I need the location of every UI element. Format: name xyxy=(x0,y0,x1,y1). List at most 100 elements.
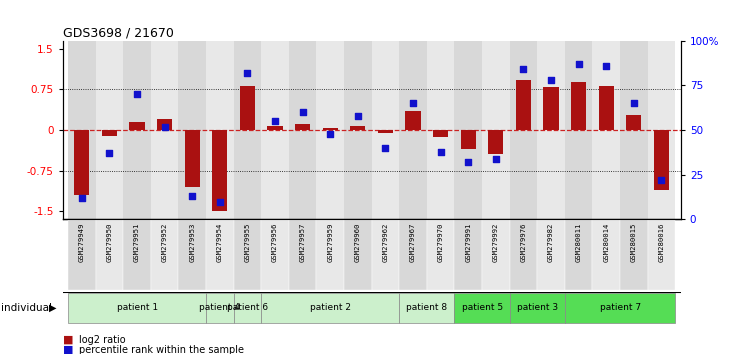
Bar xyxy=(565,293,676,323)
Text: GSM279959: GSM279959 xyxy=(328,223,333,262)
Bar xyxy=(482,219,510,290)
Bar xyxy=(509,219,537,290)
Bar xyxy=(399,41,427,219)
Bar xyxy=(344,219,372,290)
Point xyxy=(435,149,447,154)
Bar xyxy=(185,130,200,187)
Bar xyxy=(322,128,338,130)
Bar xyxy=(461,130,476,149)
Point xyxy=(601,63,612,69)
Bar xyxy=(565,41,592,219)
Point xyxy=(573,61,584,67)
Point xyxy=(380,145,392,151)
Bar xyxy=(455,293,509,323)
Bar xyxy=(234,41,261,219)
Bar xyxy=(516,80,531,130)
Point xyxy=(186,193,198,199)
Bar xyxy=(234,219,261,290)
Point xyxy=(325,131,336,137)
Point xyxy=(545,77,557,83)
Bar xyxy=(124,41,151,219)
Text: patient 7: patient 7 xyxy=(600,303,640,313)
Text: individual: individual xyxy=(1,303,52,313)
Bar xyxy=(648,219,676,290)
Point xyxy=(214,199,226,204)
Bar xyxy=(626,115,642,130)
Text: GSM279991: GSM279991 xyxy=(465,223,471,262)
Text: ▶: ▶ xyxy=(49,303,57,313)
Point xyxy=(407,101,419,106)
Text: patient 4: patient 4 xyxy=(199,303,241,313)
Bar xyxy=(565,219,592,290)
Bar xyxy=(543,87,559,130)
Bar xyxy=(212,130,227,211)
Point xyxy=(131,91,143,97)
Point xyxy=(269,118,281,124)
Bar xyxy=(427,219,455,290)
Bar xyxy=(157,119,172,130)
Bar xyxy=(151,41,178,219)
Point xyxy=(159,124,171,129)
Text: GSM279954: GSM279954 xyxy=(217,223,223,262)
Bar xyxy=(289,219,316,290)
Text: GSM279960: GSM279960 xyxy=(355,223,361,262)
Bar xyxy=(455,219,482,290)
Text: GSM279992: GSM279992 xyxy=(493,223,499,262)
Bar xyxy=(482,41,510,219)
Bar xyxy=(130,122,145,130)
Text: patient 8: patient 8 xyxy=(406,303,447,313)
Text: ■: ■ xyxy=(63,335,73,345)
Text: percentile rank within the sample: percentile rank within the sample xyxy=(79,345,244,354)
Bar xyxy=(344,41,372,219)
Point xyxy=(490,156,502,161)
Text: GSM280014: GSM280014 xyxy=(604,223,609,262)
Bar xyxy=(620,41,648,219)
Point xyxy=(104,150,116,156)
Bar xyxy=(571,82,587,130)
Text: GSM279950: GSM279950 xyxy=(107,223,113,262)
Text: GSM279953: GSM279953 xyxy=(189,223,195,262)
Bar xyxy=(509,41,537,219)
Bar xyxy=(68,41,96,219)
Bar xyxy=(261,41,289,219)
Text: patient 6: patient 6 xyxy=(227,303,268,313)
Text: GSM279982: GSM279982 xyxy=(548,223,554,262)
Bar xyxy=(234,293,261,323)
Text: patient 1: patient 1 xyxy=(116,303,158,313)
Text: GSM280015: GSM280015 xyxy=(631,223,637,262)
Bar xyxy=(399,219,427,290)
Bar xyxy=(267,126,283,130)
Bar xyxy=(206,219,233,290)
Bar xyxy=(179,219,206,290)
Bar xyxy=(179,41,206,219)
Bar xyxy=(654,130,669,190)
Point xyxy=(628,101,640,106)
Text: GSM279957: GSM279957 xyxy=(300,223,305,262)
Text: patient 3: patient 3 xyxy=(517,303,558,313)
Point xyxy=(517,67,529,72)
Text: patient 5: patient 5 xyxy=(461,303,503,313)
Text: GSM279970: GSM279970 xyxy=(438,223,444,262)
Bar xyxy=(206,41,233,219)
Bar xyxy=(592,41,620,219)
Bar xyxy=(537,219,565,290)
Bar xyxy=(648,41,676,219)
Bar xyxy=(96,219,124,290)
Text: GSM279956: GSM279956 xyxy=(272,223,278,262)
Bar xyxy=(372,219,399,290)
Bar xyxy=(350,126,366,130)
Bar xyxy=(316,219,344,290)
Bar xyxy=(427,41,455,219)
Bar xyxy=(433,130,448,137)
Bar xyxy=(240,86,255,130)
Bar xyxy=(455,41,482,219)
Bar xyxy=(124,219,151,290)
Bar xyxy=(598,86,614,130)
Point xyxy=(656,177,668,183)
Text: GSM280016: GSM280016 xyxy=(659,223,665,262)
Bar xyxy=(68,293,206,323)
Bar xyxy=(261,293,399,323)
Point xyxy=(241,70,253,76)
Text: GSM279976: GSM279976 xyxy=(520,223,526,262)
Point xyxy=(76,195,88,201)
